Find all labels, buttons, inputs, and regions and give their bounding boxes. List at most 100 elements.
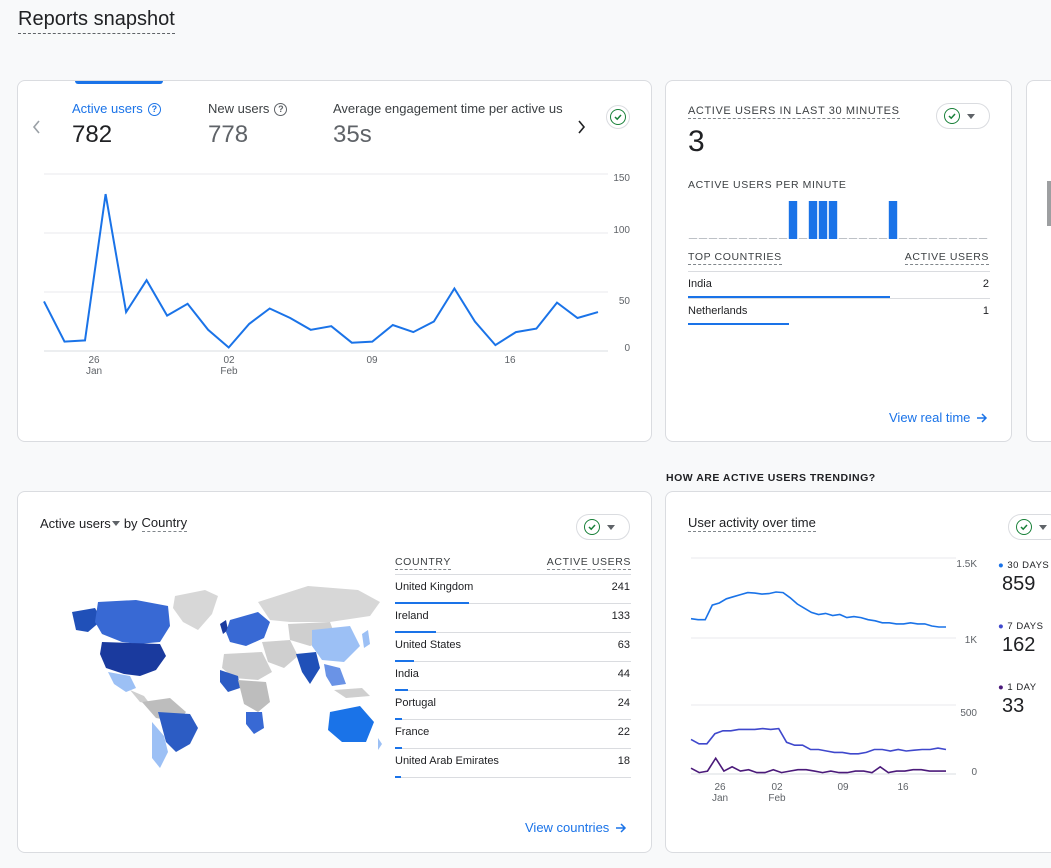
series-line-1-day	[690, 756, 946, 774]
row-bar	[395, 631, 436, 633]
per-minute-label: ACTIVE USERS PER MINUTE	[688, 179, 847, 191]
next-metric-button[interactable]	[574, 117, 588, 137]
map-region-canada	[95, 600, 170, 644]
per-minute-bar	[798, 238, 808, 239]
per-minute-bar	[708, 238, 718, 239]
row-country: United States	[395, 639, 462, 651]
row-users: 44	[617, 668, 630, 680]
map-region-brazil	[158, 712, 198, 752]
metric-selector[interactable]: Active users	[40, 516, 111, 531]
per-minute-bar	[818, 201, 828, 239]
x-tick-label: 02	[771, 782, 783, 793]
help-icon[interactable]: ?	[147, 103, 161, 116]
metric-label: Average engagement time per active us	[333, 101, 563, 116]
geo-options-button[interactable]	[576, 514, 630, 540]
geo-table-row[interactable]: Portugal 24	[395, 691, 631, 720]
x-tick-label: Jan	[86, 366, 102, 377]
y-tick-label: 0	[971, 767, 977, 778]
view-real-time-link[interactable]: View real time	[889, 410, 988, 425]
map-region-usa	[100, 642, 166, 676]
geo-table-row[interactable]: India 44	[395, 662, 631, 691]
row-country: Portugal	[395, 697, 436, 709]
per-minute-bar	[978, 238, 988, 239]
series-line-active-users	[43, 193, 599, 349]
row-users: 63	[617, 639, 630, 651]
row-users: 133	[611, 610, 630, 622]
row-country: Ireland	[395, 610, 429, 622]
map-region-mexico	[108, 672, 136, 692]
map-region-new-zealand	[378, 738, 382, 750]
per-minute-bar	[938, 238, 948, 239]
help-icon[interactable]: ?	[274, 103, 288, 116]
prev-metric-button[interactable]	[30, 117, 44, 137]
row-bar	[688, 323, 789, 325]
check-icon	[610, 109, 626, 125]
legend-dot: ●	[998, 621, 1005, 632]
check-icon	[584, 519, 600, 535]
per-minute-bar	[748, 238, 758, 239]
map-region-central-america	[130, 690, 150, 704]
legend-label: 7 DAYS	[1007, 621, 1044, 632]
y-tick-label: 50	[619, 296, 631, 307]
per-minute-bar	[698, 238, 708, 239]
y-tick-label: 0	[624, 343, 630, 354]
geo-table-row[interactable]: United States 63	[395, 633, 631, 662]
view-countries-link[interactable]: View countries	[525, 820, 627, 835]
legend-label: 30 DAYS	[1007, 560, 1050, 571]
per-minute-bar	[898, 238, 908, 239]
chevron-down-icon[interactable]	[111, 521, 120, 526]
map-region-central-africa	[238, 680, 270, 712]
y-tick-label: 1.5K	[956, 559, 977, 570]
partial-card	[1026, 80, 1051, 442]
dimension-selector[interactable]: Country	[141, 515, 188, 532]
col-active-users[interactable]: ACTIVE USERS	[546, 556, 631, 570]
check-icon	[1016, 519, 1032, 535]
realtime-title: ACTIVE USERS IN LAST 30 MINUTES	[688, 105, 900, 119]
per-minute-bar	[838, 238, 848, 239]
col-country[interactable]: COUNTRY	[395, 556, 451, 570]
legend-dot: ●	[998, 560, 1005, 571]
map-region-west-africa	[220, 670, 240, 692]
col-top-countries[interactable]: TOP COUNTRIES	[688, 251, 782, 265]
geo-table-row[interactable]: Ireland 133	[395, 604, 631, 633]
map-region-europe	[226, 612, 270, 646]
activity-options-button[interactable]	[1008, 514, 1051, 540]
realtime-value: 3	[688, 125, 705, 158]
legend-dot: ●	[998, 682, 1005, 693]
per-minute-bar	[728, 238, 738, 239]
user-activity-title[interactable]: User activity over time	[688, 515, 816, 532]
y-tick-label: 500	[960, 708, 977, 719]
x-tick-label: 09	[366, 355, 378, 366]
arrow-right-icon	[977, 412, 988, 423]
insight-check-button[interactable]	[606, 105, 630, 129]
geo-table-row[interactable]: United Kingdom 241	[395, 575, 631, 604]
row-bar	[395, 776, 401, 778]
divider	[688, 271, 990, 272]
row-users: 22	[617, 726, 630, 738]
geo-table: COUNTRY ACTIVE USERS United Kingdom 241 Ir…	[395, 554, 631, 794]
x-tick-label: 09	[837, 782, 849, 793]
row-bar	[395, 660, 415, 662]
row-country: United Kingdom	[395, 581, 474, 593]
link-label: View real time	[889, 410, 971, 425]
by-label: by	[123, 516, 138, 531]
col-active-users[interactable]: ACTIVE USERS	[904, 251, 989, 265]
metric-value: 778	[208, 121, 249, 148]
realtime-options-button[interactable]	[936, 103, 990, 129]
geo-table-row[interactable]: United Arab Emirates 18	[395, 749, 631, 778]
per-minute-bar	[718, 238, 728, 239]
per-minute-bar-chart	[688, 201, 988, 239]
row-country: India	[395, 668, 419, 680]
series-line-30-days	[690, 591, 946, 628]
row-users: 24	[617, 697, 630, 709]
map-region-india	[296, 652, 320, 684]
geo-table-row[interactable]: France 22	[395, 720, 631, 749]
legend-1-day: ● 1 DAY 33	[998, 682, 1037, 718]
per-minute-bar	[918, 238, 928, 239]
map-region-australia	[328, 706, 374, 742]
per-minute-bar	[868, 238, 878, 239]
per-minute-bar	[768, 238, 778, 239]
row-country: United Arab Emirates	[395, 755, 499, 767]
